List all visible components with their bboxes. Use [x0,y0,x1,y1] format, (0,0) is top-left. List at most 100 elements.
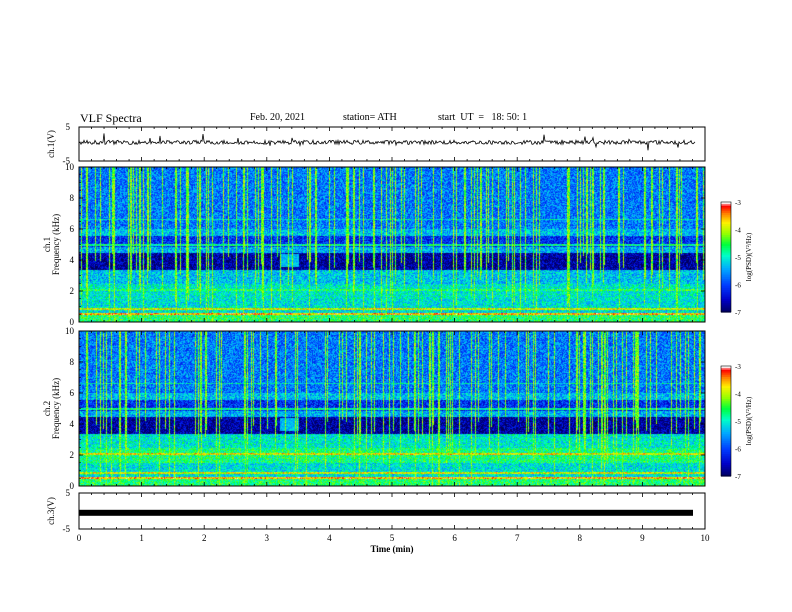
ch2-colorbar-segment [721,444,731,448]
ch1-colorbar-segment [721,246,731,249]
ch1-colorbar-segment [721,266,731,269]
ch2-colorbar-segment [721,430,731,433]
ch1-colorbar-segment [721,293,731,297]
ch1-colorbar-segment [721,273,731,276]
ch2-colorbar-segment [721,443,731,446]
ch2-colorbar-segment [721,452,731,455]
ch2-ylabel-frequency: Frequency (kHz) [51,378,61,439]
ch2-colorbar-segment [721,395,731,398]
ch2-colorbar-segment [721,466,731,470]
ch1-colorbar-segment [721,238,731,242]
ch1-colorbar-segment [721,229,731,232]
ch1-colorbar-segment [721,231,731,234]
ch2-colorbar-segment [721,389,731,393]
ch1-colorbar-segment [721,216,731,220]
ch2-colorbar-segment [721,402,731,406]
ch2-colorbar-tick-label: -3 [735,363,741,371]
ch2-colorbar-segment [721,428,731,431]
ch2-colorbar-segment [721,454,731,457]
ch2-colorbar-segment [721,448,731,451]
x-tick-label: 0 [77,533,82,543]
ch1-colorbar-segment [721,288,731,291]
ch1-colorbar-segment [721,275,731,278]
ch2-colorbar-segment [721,470,731,473]
ch1-ylabel-channel: ch.1 [42,237,52,252]
ch1-colorbar-segment [721,258,731,262]
ch1-colorbar-segment [721,202,731,205]
ch3-waveform-line [79,509,693,516]
ch2-colorbar-segment [721,450,731,453]
ch1-colorbar-segment [721,218,731,221]
ch2-colorbar-segment [721,380,731,384]
ch1-colorbar-segment [721,295,731,298]
ch2-colorbar-tick-label: -4 [735,391,741,399]
x-tick-label: 2 [202,533,207,543]
ch1-colorbar-segment [721,271,731,275]
ch2-ylabel-channel: ch.2 [42,401,52,416]
ch1-y-tick-label: 4 [70,255,75,265]
ch2-colorbar-segment [721,468,731,472]
chart-title: VLF Spectra [80,111,142,125]
ch1-colorbar-segment [721,277,731,280]
ch1-colorbar-segment [721,224,731,227]
ch2-colorbar-segment [721,373,731,376]
ch2-colorbar-segment [721,441,731,444]
ch2-colorbar-segment [721,384,731,387]
x-tick-label: 4 [327,533,332,543]
ch1-y-tick-label: 10 [65,162,75,172]
ch2-colorbar-segment [721,457,731,461]
ch2-colorbar-tick-label: -5 [735,418,741,426]
x-tick-label: 10 [701,533,711,543]
ch1-colorbar-tick-label: -3 [735,199,741,207]
ch2-colorbar-segment [721,388,731,391]
ch1-colorbar-segment [721,308,731,311]
ch2-colorbar-segment [721,465,731,468]
ch2-y-tick-label: 10 [65,326,75,336]
ch1-colorbar-segment [721,255,731,258]
ch2-colorbar-segment [721,474,731,477]
ch2-colorbar-segment [721,435,731,439]
date-label: Feb. 20, 2021 [250,112,305,123]
ch2-colorbar-segment [721,433,731,437]
x-axis-label: Time (min) [370,544,413,554]
ch1-colorbar-segment [721,213,731,216]
ch1-colorbar-segment [721,222,731,225]
ch2-colorbar-segment [721,378,731,382]
ch2-colorbar-segment [721,410,731,413]
ch1-colorbar-segment [721,242,731,245]
ch1-colorbar-segment [721,244,731,247]
ch2-colorbar-segment [721,391,731,395]
ch1-y-tick-label: 2 [70,286,75,296]
ch1-colorbar-frame [720,201,732,313]
ch2-colorbar-segment [721,432,731,435]
ch1-colorbar-segment [721,251,731,254]
ch1-y-tick-label: 6 [70,224,75,234]
ch2-colorbar-segment [721,421,731,424]
ch2-colorbar-segment [721,439,731,442]
ch2-colorbar-segment [721,459,731,462]
x-tick-label: 5 [390,533,395,543]
ch1-colorbar-segment [721,214,731,218]
ch1-colorbar-tick-label: -5 [735,254,741,262]
ch1-ylabel: ch.1(V) [46,130,56,158]
ch1-colorbar-segment [721,235,731,238]
start-time-label: start UT = 18: 50: 1 [438,112,528,123]
ch1-colorbar-segment [721,306,731,309]
ch1-colorbar-segment [721,209,731,212]
ch1-colorbar-segment [721,205,731,209]
station-label: station= ATH [343,112,397,123]
ch1-colorbar-segment [721,236,731,240]
ch1-colorbar-segment [721,249,731,253]
x-tick-label: 8 [578,533,583,543]
ch2-colorbar-segment [721,369,731,373]
ch1-colorbar-segment [721,280,731,284]
ch2-colorbar-segment [721,424,731,428]
ch1-colorbar-segment [721,279,731,282]
ch1-colorbar-segment [721,269,731,273]
ch1-y-tick-label: 8 [70,193,75,203]
ch1-ylabel-frequency: Frequency (kHz) [51,214,61,275]
ch1-colorbar-segment [721,301,731,304]
ch2-colorbar-segment [721,375,731,378]
ch1-colorbar-segment [721,304,731,308]
